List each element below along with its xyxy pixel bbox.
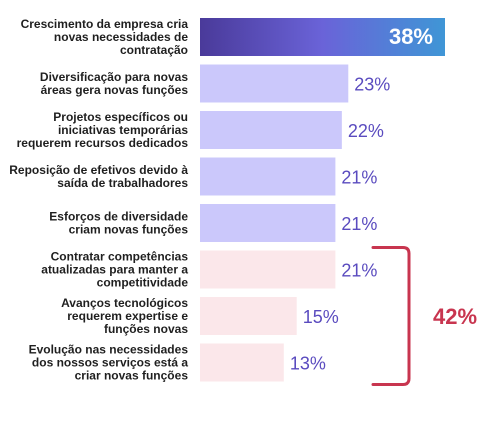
value-label: 21% <box>341 168 377 188</box>
bar <box>200 250 336 289</box>
category-label: Contratar competências atualizadas para m… <box>41 250 188 290</box>
value-label: 38% <box>389 24 433 49</box>
category-label: Reposição de efetivos devido à saída de t… <box>9 163 188 190</box>
category-label: Crescimento da empresa cria novas necessi… <box>21 17 189 57</box>
group-bracket: 42% <box>371 246 477 386</box>
bar <box>200 64 349 103</box>
category-label: Esforços de diversidade criam novas funçõ… <box>49 210 188 237</box>
value-label: 21% <box>341 261 377 281</box>
value-label: 15% <box>303 307 339 327</box>
bars-layer: Crescimento da empresa cria novas necessi… <box>9 17 445 383</box>
value-label: 21% <box>341 214 377 234</box>
bar <box>200 18 445 56</box>
group-total-label: 42% <box>433 304 477 329</box>
value-label: 13% <box>290 354 326 374</box>
category-label: Diversificação para novas áreas gera nova… <box>40 70 188 97</box>
bar <box>200 157 336 196</box>
category-label: Evolução nas necessidades dos nossos serv… <box>29 343 189 383</box>
value-label: 22% <box>348 121 384 141</box>
bar <box>200 111 342 149</box>
bar <box>200 204 336 242</box>
value-label: 23% <box>354 75 390 95</box>
bar <box>200 297 297 335</box>
bar <box>200 343 284 382</box>
bracket-line <box>371 246 411 386</box>
category-label: Avanços tecnológicos requerem expertise e… <box>61 296 188 336</box>
category-label: Projetos específicos ou iniciativas tempo… <box>17 110 189 150</box>
